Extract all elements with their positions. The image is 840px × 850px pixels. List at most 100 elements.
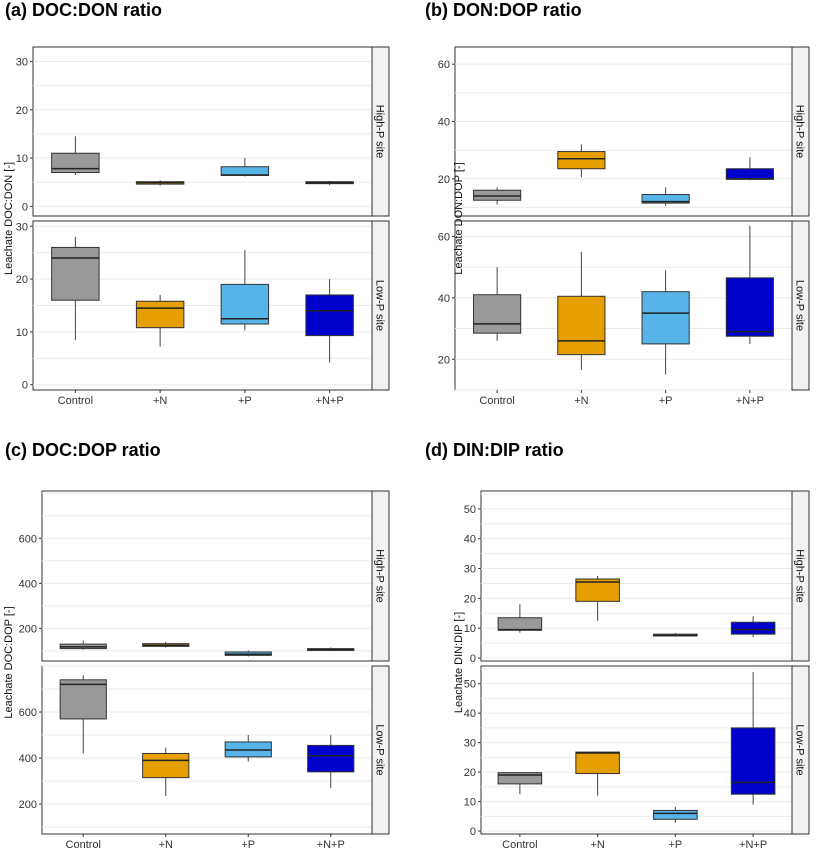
y-tick-label: 600 — [19, 533, 37, 545]
y-tick-label: 400 — [19, 753, 37, 765]
y-tick-label: 200 — [19, 799, 37, 811]
plot-area — [32, 46, 373, 217]
y-axis-label: Leachate DOC:DON [-] — [3, 162, 15, 275]
facet-panel: 20 40 60 Low-P site — [438, 220, 810, 391]
x-tick-label: +N+P — [316, 395, 344, 407]
box-iqr — [51, 152, 100, 174]
y-tick-label: 30 — [16, 56, 28, 68]
x-tick-label: +P — [241, 839, 255, 850]
facet-label: High-P site — [374, 105, 386, 159]
facet-label: Low-P site — [794, 280, 806, 331]
box-plus-P — [224, 650, 272, 657]
y-tick-label: 30 — [464, 738, 476, 750]
box-iqr — [59, 679, 107, 720]
box-plus-N — [557, 251, 606, 371]
box-Control — [51, 236, 100, 340]
y-tick-label: 10 — [16, 327, 28, 339]
y-tick-label: 0 — [470, 653, 476, 665]
y-tick-label: 20 — [16, 105, 28, 117]
plot-area — [41, 490, 373, 662]
y-tick-label: 200 — [19, 623, 37, 635]
box-plus-Nplus-P — [725, 157, 774, 181]
y-axis-label: Leachate DOC:DOP [-] — [3, 606, 15, 718]
y-tick-label: 60 — [438, 231, 450, 243]
chart-panel: (c) DOC:DOP ratio 200 400 600 High-P site 200… — [3, 440, 390, 850]
y-tick-label: 60 — [438, 59, 450, 71]
x-tick-label: +P — [659, 395, 673, 407]
box-iqr — [557, 151, 606, 170]
facet-label: High-P site — [794, 105, 806, 159]
facet-label: Low-P site — [794, 724, 806, 775]
box-plus-N — [135, 294, 185, 347]
y-axis-label: Leachate DIN:DIP [-] — [453, 612, 465, 713]
y-tick-label: 0 — [470, 826, 476, 838]
facet-strip — [371, 665, 390, 835]
box-iqr — [653, 809, 698, 820]
box-plus-N — [142, 641, 190, 648]
x-tick-label: Control — [66, 839, 101, 850]
box-plus-Nplus-P — [725, 225, 774, 344]
box-iqr — [220, 283, 270, 325]
box-iqr — [557, 295, 606, 356]
y-tick-label: 40 — [438, 116, 450, 128]
x-tick-label: +P — [668, 839, 682, 850]
box-iqr — [51, 246, 100, 301]
box-plus-Nplus-P — [305, 180, 354, 186]
y-tick-label: 10 — [464, 797, 476, 809]
box-iqr — [305, 294, 354, 337]
chart-title: (d) DIN:DIP ratio — [425, 440, 564, 460]
facet-panel: 0 10 20 30 Low-P site — [16, 220, 390, 392]
x-tick-label: +N+P — [317, 839, 345, 850]
box-iqr — [641, 194, 690, 204]
facet-strip — [371, 46, 390, 217]
y-tick-label: 0 — [22, 201, 28, 213]
box-iqr — [575, 751, 620, 775]
box-plus-P — [653, 632, 698, 637]
facet-strip — [791, 665, 810, 835]
facet-panel: 200 400 600 Low-P site — [19, 665, 390, 835]
y-tick-label: 10 — [16, 153, 28, 165]
box-iqr — [730, 621, 776, 635]
x-tick-label: +N — [153, 395, 167, 407]
facet-strip — [371, 220, 390, 391]
chart-title: (a) DOC:DON ratio — [5, 0, 162, 20]
y-tick-label: 600 — [19, 707, 37, 719]
facet-panel: 0 10 20 30 High-P site — [16, 46, 390, 217]
box-iqr — [473, 294, 522, 334]
facet-panel: 0 10 20 30 40 50 High-P site — [464, 490, 810, 665]
facet-label: High-P site — [374, 549, 386, 603]
y-tick-label: 20 — [438, 174, 450, 186]
plot-area — [454, 46, 793, 217]
box-iqr — [641, 291, 690, 345]
box-plus-Nplus-P — [730, 616, 776, 638]
y-tick-label: 30 — [464, 564, 476, 576]
box-plus-P — [641, 270, 690, 375]
x-tick-label: +P — [238, 395, 252, 407]
facet-label: Low-P site — [374, 724, 386, 775]
x-tick-label: +N — [574, 395, 588, 407]
x-tick-label: Control — [58, 395, 93, 407]
box-iqr — [220, 166, 270, 176]
chart-title: (c) DOC:DOP ratio — [5, 440, 161, 460]
y-tick-label: 40 — [438, 293, 450, 305]
x-tick-label: +N+P — [739, 839, 767, 850]
box-Control — [473, 267, 522, 341]
x-tick-label: +N — [590, 839, 604, 850]
box-plus-N — [135, 180, 185, 186]
y-tick-label: 20 — [16, 274, 28, 286]
box-plus-P — [224, 735, 272, 762]
box-plus-Nplus-P — [307, 647, 355, 651]
facet-label: High-P site — [794, 549, 806, 603]
y-tick-label: 40 — [464, 708, 476, 720]
box-plus-N — [142, 747, 190, 797]
facet-strip — [371, 490, 390, 662]
box-iqr — [725, 277, 774, 337]
chart-panel: (a) DOC:DON ratio 0 10 20 30 High-P site 0 10 20… — [3, 0, 390, 407]
y-tick-label: 50 — [464, 679, 476, 691]
box-iqr — [135, 300, 185, 329]
y-axis-label: Leachate DON:DOP [-] — [453, 162, 465, 274]
box-plus-N — [557, 144, 606, 178]
x-tick-label: Control — [479, 395, 514, 407]
box-Control — [59, 640, 107, 650]
